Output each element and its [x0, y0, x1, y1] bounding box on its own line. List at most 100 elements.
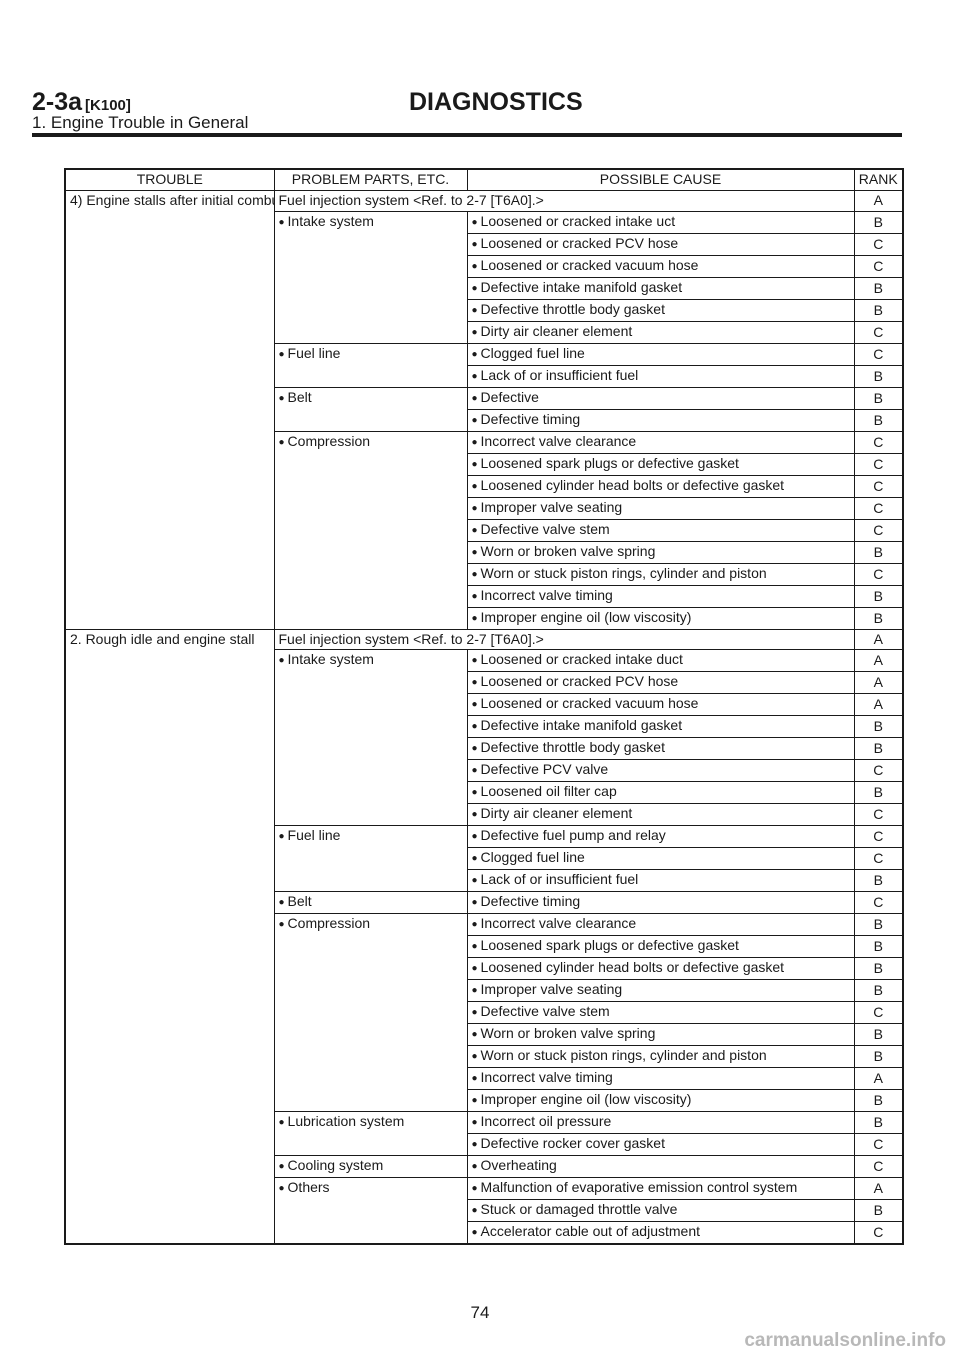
possible-cause-label: Incorrect valve clearance	[472, 433, 637, 449]
problem-part-label: Fuel line	[279, 827, 341, 843]
section-code: 2-3a	[32, 88, 83, 116]
trouble-table: TROUBLE PROBLEM PARTS, ETC. POSSIBLE CAU…	[64, 168, 904, 1246]
table-row: Dirty air cleaner element C	[65, 320, 904, 344]
possible-cause-cell: Lack of or insufficient fuel	[466, 869, 855, 893]
possible-cause-cell: Loosened cylinder head bolts or defectiv…	[466, 957, 855, 981]
possible-cause-label: Incorrect valve timing	[472, 1069, 613, 1085]
rank-cell: C	[853, 254, 904, 278]
possible-cause-label: Lack of or insufficient fuel	[472, 871, 639, 887]
rank-cell: B	[853, 781, 904, 805]
possible-cause-label: Worn or broken valve spring	[472, 1025, 656, 1041]
possible-cause-label: Loosened or cracked vacuum hose	[472, 257, 699, 273]
possible-cause-cell: Lack of or insufficient fuel	[466, 364, 855, 388]
possible-cause-cell: Defective fuel pump and relay	[466, 825, 855, 849]
problem-part-label: Compression	[279, 433, 370, 449]
possible-cause-cell: Incorrect valve timing	[466, 1067, 855, 1091]
table-row: Stuck or damaged throttle valve B	[65, 1199, 904, 1223]
problem-part-cell: Lubrication system	[273, 1111, 468, 1157]
possible-cause-label: Loosened spark plugs or defective gasket	[472, 455, 739, 471]
possible-cause-cell: Worn or broken valve spring	[466, 540, 855, 564]
possible-cause-cell: Clogged fuel line	[466, 342, 855, 366]
rank-cell: B	[853, 210, 904, 234]
possible-cause-cell: Defective	[466, 386, 855, 410]
possible-cause-cell: Worn or stuck piston rings, cylinder and…	[466, 562, 855, 586]
possible-cause-label: Incorrect valve timing	[472, 587, 613, 603]
rank-cell: A	[853, 693, 904, 717]
table-header-row: TROUBLE PROBLEM PARTS, ETC. POSSIBLE CAU…	[64, 168, 904, 191]
possible-cause-cell: Incorrect valve clearance	[466, 913, 855, 937]
possible-cause-label: Overheating	[472, 1157, 557, 1173]
possible-cause-label: Clogged fuel line	[472, 849, 585, 865]
possible-cause-label: Defective fuel pump and relay	[472, 827, 666, 843]
table-row: Compression Incorrect valve clearance B	[65, 913, 904, 1113]
header-divider	[32, 133, 902, 137]
possible-cause-label: Loosened or cracked intake duct	[472, 651, 683, 667]
trouble-cell: 4) Engine stalls after initial combustio…	[64, 189, 275, 630]
rank-cell: B	[853, 935, 904, 959]
possible-cause-label: Dirty air cleaner element	[472, 805, 633, 821]
rank-cell: B	[853, 276, 904, 300]
possible-cause-label: Worn or stuck piston rings, cylinder and…	[472, 565, 767, 581]
rank-cell: B	[853, 606, 904, 630]
rank-cell: B	[853, 298, 904, 322]
table-row: Worn or stuck piston rings, cylinder and…	[65, 562, 904, 586]
rank-cell: C	[853, 452, 904, 476]
possible-cause-cell: Dirty air cleaner element	[466, 320, 855, 344]
possible-cause-label: Improper engine oil (low viscosity)	[472, 1091, 692, 1107]
table-row: Loosened cylinder head bolts or defectiv…	[65, 474, 904, 498]
rank-cell: B	[853, 408, 904, 432]
rank-cell: B	[853, 1023, 904, 1047]
page-title: DIAGNOSTICS	[409, 88, 583, 116]
possible-cause-label: Defective rocker cover gasket	[472, 1135, 665, 1151]
possible-cause-cell: Loosened or cracked vacuum hose	[466, 693, 855, 717]
fuel-injection-cell: Fuel injection system <Ref. to 2-7 [T6A0…	[273, 189, 855, 212]
possible-cause-cell: Stuck or damaged throttle valve	[466, 1199, 855, 1223]
rank-cell: A	[853, 628, 904, 651]
table-row: Loosened or cracked vacuum hose C	[65, 254, 904, 278]
possible-cause-cell: Defective throttle body gasket	[466, 298, 855, 322]
possible-cause-cell: Incorrect valve clearance	[466, 430, 855, 454]
table-row: Defective valve stem C	[65, 1001, 904, 1025]
possible-cause-cell: Improper engine oil (low viscosity)	[466, 606, 855, 630]
rank-cell: C	[853, 1221, 904, 1245]
possible-cause-label: Worn or broken valve spring	[472, 543, 656, 559]
rank-cell: A	[853, 1067, 904, 1091]
table-row: Lack of or insufficient fuel B	[65, 364, 904, 388]
possible-cause-cell: Incorrect valve timing	[466, 584, 855, 608]
rank-cell: B	[853, 715, 904, 739]
possible-cause-label: Accelerator cable out of adjustment	[472, 1223, 700, 1239]
table-row: Loosened cylinder head bolts or defectiv…	[65, 957, 904, 981]
possible-cause-cell: Defective rocker cover gasket	[466, 1133, 855, 1157]
rank-cell: C	[853, 430, 904, 454]
table-row: Loosened spark plugs or defective gasket…	[65, 452, 904, 476]
possible-cause-cell: Overheating	[466, 1155, 855, 1179]
possible-cause-cell: Improper valve seating	[466, 496, 855, 520]
rank-cell: C	[853, 891, 904, 915]
problem-part-cell: Cooling system	[273, 1155, 468, 1179]
possible-cause-cell: Defective timing	[466, 891, 855, 915]
table-row: Loosened oil filter cap B	[65, 781, 904, 805]
rank-cell: C	[853, 1155, 904, 1179]
rank-cell: C	[853, 474, 904, 498]
possible-cause-cell: Dirty air cleaner element	[466, 803, 855, 827]
page-number: 74	[470, 1303, 490, 1322]
possible-cause-cell: Improper valve seating	[466, 979, 855, 1003]
possible-cause-cell: Clogged fuel line	[466, 847, 855, 871]
possible-cause-label: Clogged fuel line	[472, 345, 585, 361]
rank-cell: B	[853, 1089, 904, 1113]
problem-part-cell: Fuel line	[273, 825, 468, 893]
possible-cause-cell: Loosened spark plugs or defective gasket	[466, 452, 855, 476]
problem-part-cell: Compression	[273, 913, 468, 1113]
possible-cause-label: Loosened cylinder head bolts or defectiv…	[472, 959, 785, 975]
problem-part-label: Lubrication system	[279, 1113, 405, 1129]
problem-part-label: Belt	[279, 389, 312, 405]
possible-cause-label: Defective timing	[472, 411, 581, 427]
possible-cause-label: Worn or stuck piston rings, cylinder and…	[472, 1047, 767, 1063]
possible-cause-cell: Defective intake manifold gasket	[466, 715, 855, 739]
table-row: Improper engine oil (low viscosity) B	[65, 606, 904, 630]
possible-cause-label: Loosened or cracked vacuum hose	[472, 695, 699, 711]
problem-part-label: Belt	[279, 893, 312, 909]
rank-cell: B	[853, 1199, 904, 1223]
table-row: Defective throttle body gasket B	[65, 737, 904, 761]
possible-cause-label: Loosened or cracked intake uct	[472, 213, 676, 229]
